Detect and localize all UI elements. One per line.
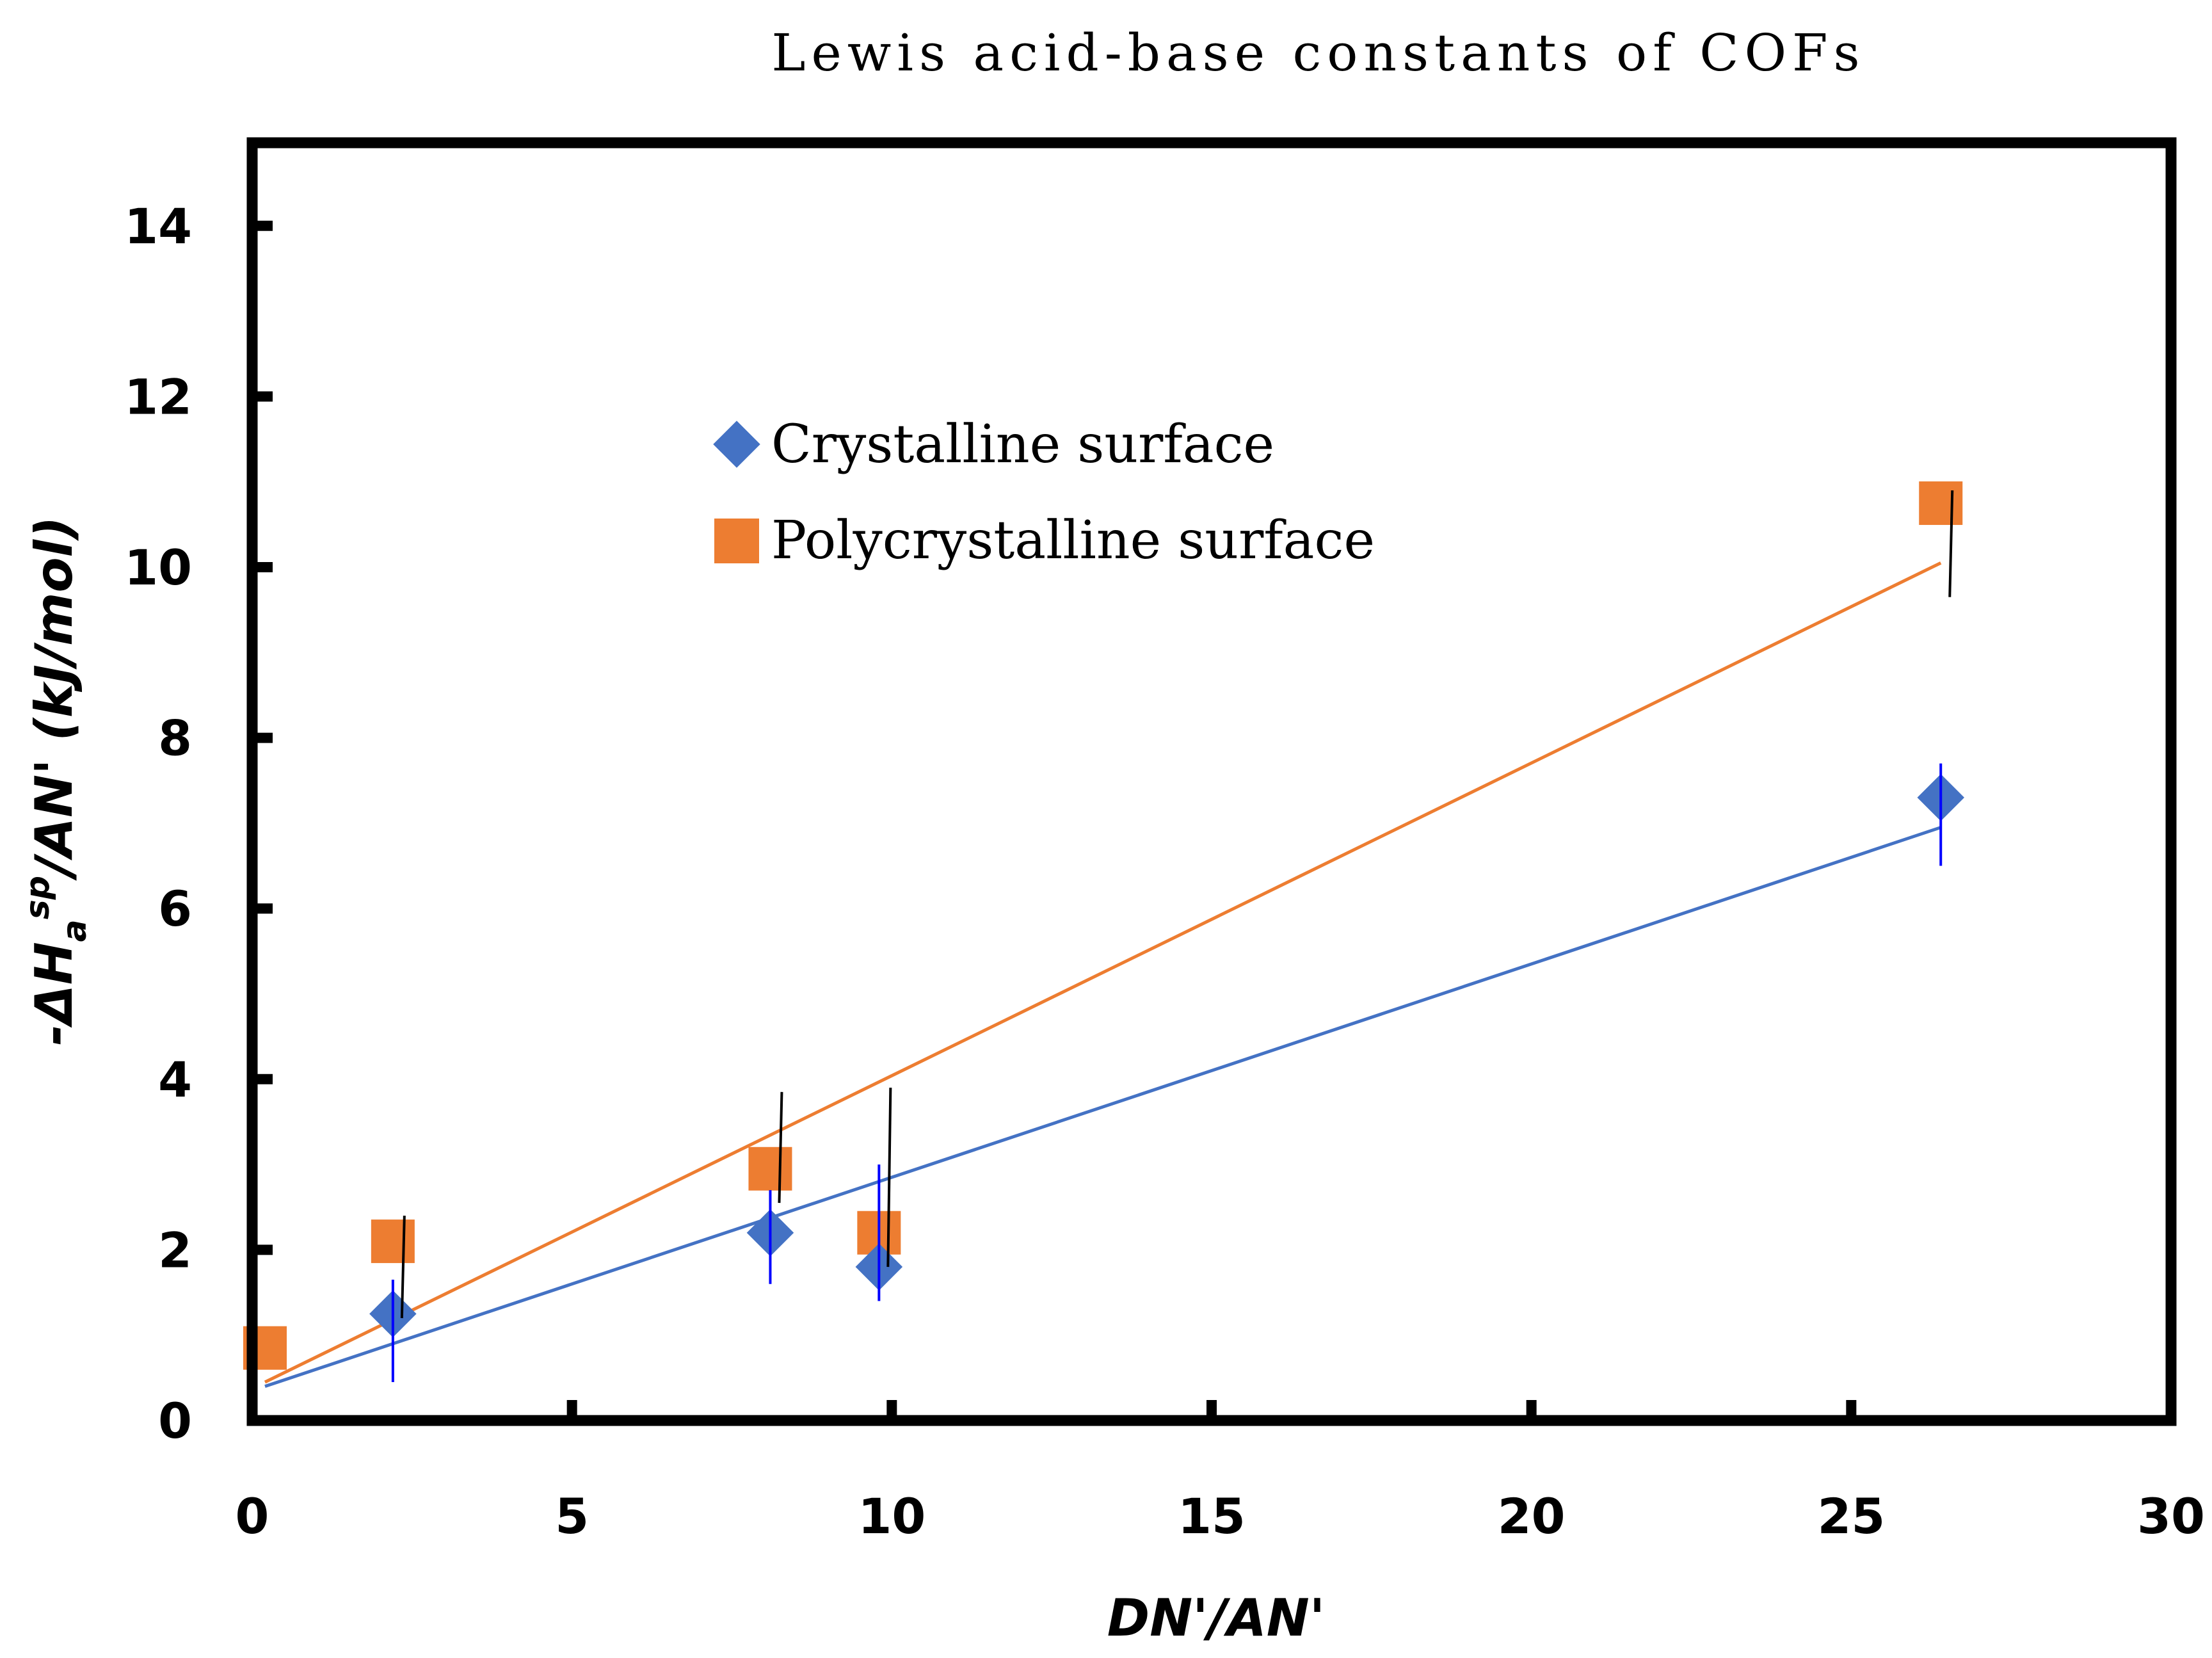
data-point-polycrystalline <box>748 1147 792 1191</box>
x-tick-label: 10 <box>858 1488 926 1545</box>
y-tick-label: 0 <box>158 1392 192 1449</box>
y-tick-label: 6 <box>158 880 192 937</box>
y-axis-label: -ΔHasp/AN' (kJ/mol) <box>19 517 94 1046</box>
error-bar-polycrystalline <box>400 1216 406 1319</box>
plot-area <box>243 481 1965 1388</box>
plot-frame <box>246 137 2177 1426</box>
legend-label-polycrystalline: Polycrystalline surface <box>771 510 1375 571</box>
x-tick-label: 0 <box>236 1488 269 1545</box>
x-tick-label: 30 <box>2137 1488 2205 1545</box>
x-axis-ticks: 0 5 10 15 20 25 30 <box>236 1400 2205 1545</box>
y-label-superscript: sp <box>19 876 57 919</box>
legend-marker-crystalline <box>713 421 760 468</box>
x-tick-label: 15 <box>1178 1488 1246 1545</box>
error-bar-polycrystalline <box>1948 490 1954 597</box>
fit-line-polycrystalline <box>264 561 1942 1384</box>
y-label-suffix: /AN' (kJ/mol) <box>24 517 84 881</box>
y-label-prefix: -ΔH <box>24 942 84 1045</box>
x-axis-label: DN'/AN' <box>1107 1588 1325 1648</box>
y-label-subscript: a <box>56 919 94 942</box>
legend: Crystalline surface Polycrystalline surf… <box>713 414 1375 571</box>
y-tick-label: 8 <box>158 710 192 767</box>
legend-marker-polycrystalline <box>714 519 759 563</box>
error-bar-polycrystalline <box>778 1091 783 1203</box>
y-tick-label: 4 <box>158 1051 192 1108</box>
x-tick-label: 5 <box>555 1488 589 1545</box>
chart-title: Lewis acid-base constants of COFs <box>771 23 1865 83</box>
fit-line-crystalline <box>264 826 1942 1388</box>
y-tick-label: 2 <box>158 1221 192 1278</box>
y-axis-ticks: 0 2 4 6 8 10 12 14 <box>124 198 273 1449</box>
data-point-polycrystalline <box>371 1219 415 1264</box>
y-tick-label: 14 <box>124 198 192 255</box>
legend-label-crystalline: Crystalline surface <box>771 414 1274 475</box>
x-tick-label: 20 <box>1498 1488 1566 1545</box>
y-tick-label: 10 <box>124 539 192 596</box>
error-bar-polycrystalline <box>886 1088 892 1268</box>
data-point-polycrystalline <box>1919 481 1963 526</box>
x-tick-label: 25 <box>1817 1488 1885 1545</box>
y-tick-label: 12 <box>124 368 192 425</box>
